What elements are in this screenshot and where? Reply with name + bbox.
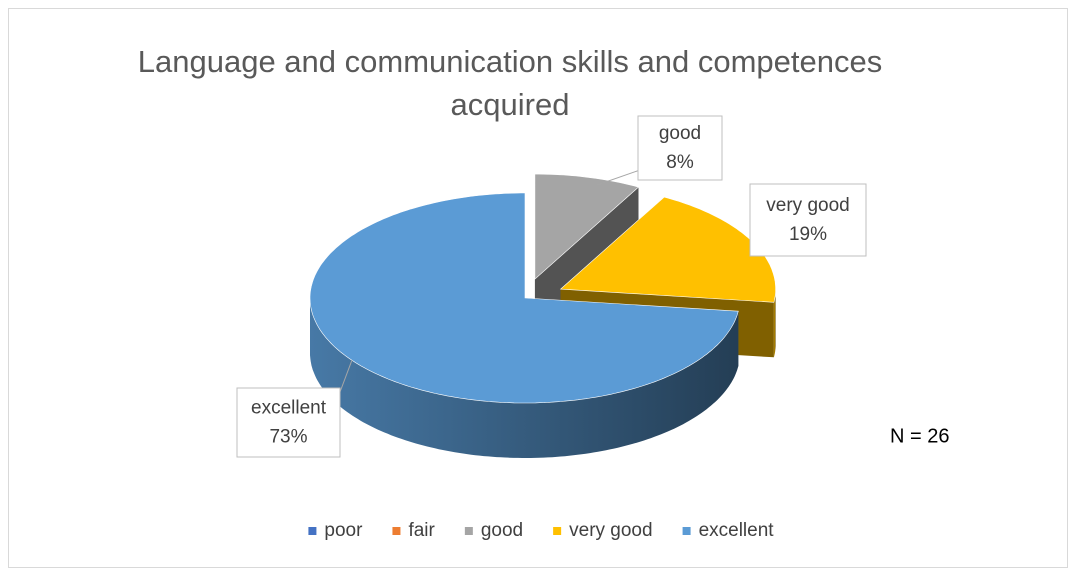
annotation: N = 26 [890,425,949,447]
data-label-box [637,115,723,181]
slice-side [310,298,739,458]
data-label: 8% [666,152,694,173]
legend-marker [392,527,401,535]
leader-line [596,169,641,186]
slice [534,173,640,280]
data-label-name: good [659,123,701,144]
chart-title: Language and communication skills and co… [137,44,883,122]
data-label: 19% [789,224,827,245]
data-label-box [236,387,341,458]
legend-label: poor [324,520,363,541]
data-label: 73% [269,427,307,448]
data-label-box [749,183,867,257]
legend-label: excellent [699,520,775,541]
leader-line [339,359,353,393]
chart-frame [8,8,1068,568]
legend-label: fair [408,520,435,541]
legend-marker [308,527,317,535]
legend-marker [553,527,562,535]
legend-label: very good [569,520,652,541]
legend-marker [682,527,691,535]
legend-marker [464,527,473,535]
slice-side [773,289,776,358]
legend-label: good [481,520,523,541]
data-label-name: excellent [251,398,327,419]
slice [309,192,739,404]
data-label-name: very good [766,195,849,216]
